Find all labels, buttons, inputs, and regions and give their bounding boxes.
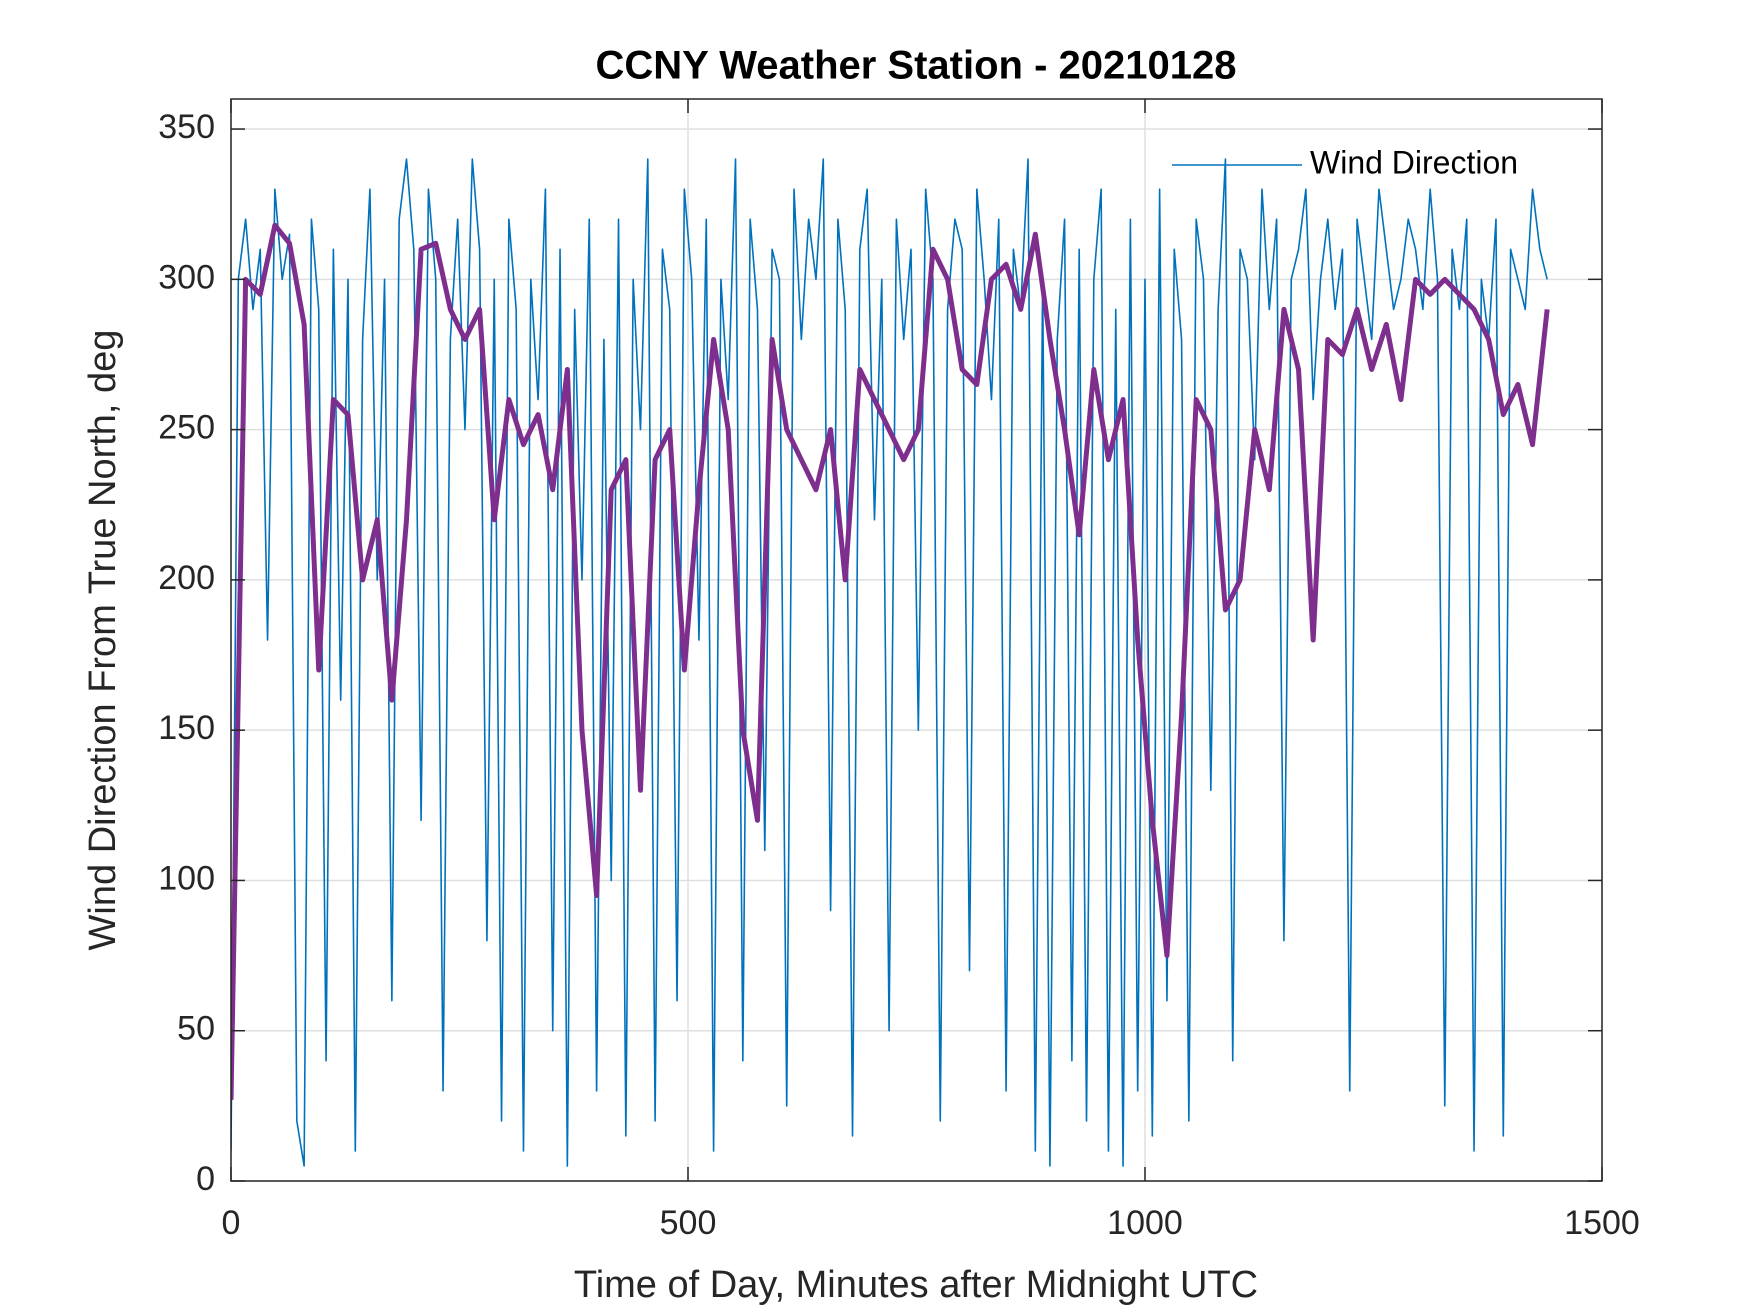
x-axis-label: Time of Day, Minutes after Midnight UTC [574,1264,1258,1306]
y-tick-label: 200 [158,559,215,597]
data-line [231,222,1550,1100]
chart-title: CCNY Weather Station - 20210128 [596,44,1237,88]
y-tick-label: 250 [158,409,215,447]
x-tick-label: 1500 [1564,1204,1640,1242]
y-tick-label: 350 [158,108,215,146]
y-axis-label: Wind Direction From True North, deg [82,330,124,951]
x-tick-label: 0 [222,1204,241,1242]
x-tick-label: 500 [660,1204,717,1242]
y-tick-label: 300 [158,258,215,296]
y-tick-label: 0 [196,1160,215,1198]
data-line [231,158,1548,1167]
y-tick-label: 150 [158,709,215,747]
y-tick-label: 50 [177,1010,215,1048]
y-tick-label: 100 [158,859,215,897]
axes-box [230,98,1603,1182]
x-tick-label: 1000 [1107,1204,1183,1242]
legend-label: Wind Direction [1310,144,1518,180]
